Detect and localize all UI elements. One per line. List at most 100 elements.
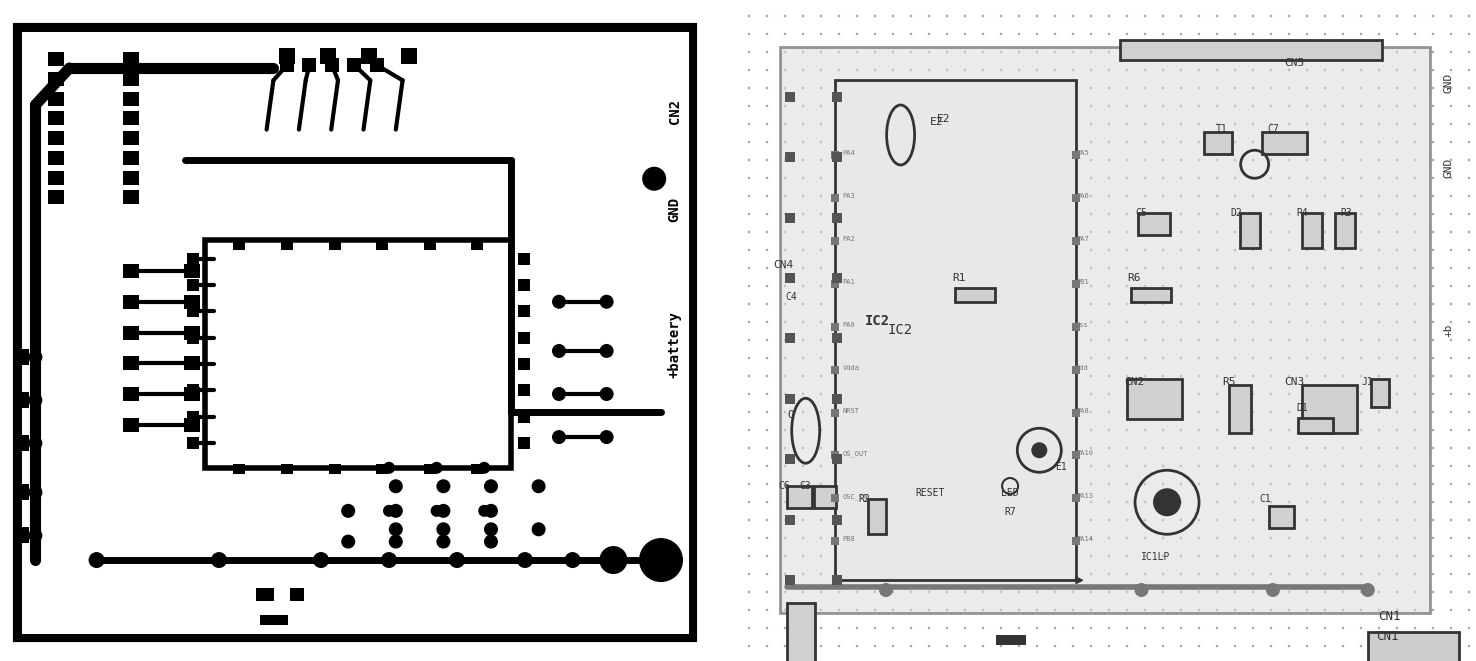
- Circle shape: [1467, 159, 1470, 161]
- Circle shape: [1377, 555, 1380, 557]
- Circle shape: [946, 303, 948, 305]
- Text: GND: GND: [1444, 73, 1452, 93]
- Circle shape: [1377, 519, 1380, 522]
- Bar: [280, 464, 294, 474]
- Circle shape: [1414, 303, 1417, 305]
- Circle shape: [766, 213, 769, 215]
- Circle shape: [1162, 447, 1165, 449]
- Circle shape: [784, 375, 787, 377]
- Circle shape: [1449, 104, 1452, 107]
- Circle shape: [1017, 176, 1020, 179]
- Circle shape: [999, 609, 1002, 611]
- Circle shape: [748, 429, 750, 431]
- Circle shape: [856, 285, 859, 288]
- Circle shape: [838, 249, 840, 251]
- Circle shape: [1396, 609, 1398, 611]
- Circle shape: [1324, 303, 1327, 305]
- Circle shape: [1197, 375, 1200, 377]
- Circle shape: [1414, 447, 1417, 449]
- Circle shape: [964, 429, 967, 431]
- Bar: [1126, 379, 1182, 419]
- Circle shape: [748, 609, 750, 611]
- Circle shape: [1072, 69, 1075, 71]
- Circle shape: [1017, 123, 1020, 126]
- Text: C1: C1: [1259, 494, 1271, 504]
- Bar: [123, 72, 139, 86]
- Circle shape: [838, 609, 840, 611]
- Circle shape: [766, 627, 769, 629]
- Circle shape: [1216, 393, 1218, 395]
- Circle shape: [1054, 555, 1057, 557]
- Circle shape: [1126, 195, 1128, 197]
- Circle shape: [1216, 249, 1218, 251]
- Circle shape: [766, 104, 769, 107]
- Circle shape: [784, 69, 787, 71]
- Circle shape: [517, 552, 533, 568]
- Circle shape: [1414, 249, 1417, 251]
- Circle shape: [1234, 410, 1237, 413]
- Circle shape: [1269, 32, 1272, 35]
- Circle shape: [1234, 104, 1237, 107]
- Circle shape: [1324, 87, 1327, 89]
- Bar: [279, 48, 295, 63]
- Circle shape: [1449, 537, 1452, 539]
- Circle shape: [1072, 644, 1075, 647]
- Bar: [831, 451, 838, 459]
- Circle shape: [819, 123, 822, 126]
- Bar: [47, 112, 63, 126]
- Text: GND: GND: [1444, 157, 1452, 178]
- Circle shape: [1449, 15, 1452, 17]
- Circle shape: [1269, 266, 1272, 269]
- Circle shape: [1126, 104, 1128, 107]
- Circle shape: [1197, 32, 1200, 35]
- Circle shape: [1396, 465, 1398, 467]
- Circle shape: [909, 410, 912, 413]
- Circle shape: [1396, 591, 1398, 594]
- Circle shape: [784, 32, 787, 35]
- Circle shape: [928, 123, 930, 126]
- Circle shape: [1396, 15, 1398, 17]
- Circle shape: [1072, 104, 1075, 107]
- Circle shape: [1054, 609, 1057, 611]
- Circle shape: [1377, 213, 1380, 215]
- Circle shape: [1359, 195, 1362, 197]
- Circle shape: [1252, 572, 1255, 575]
- Circle shape: [1054, 32, 1057, 35]
- Circle shape: [1287, 285, 1290, 288]
- Circle shape: [1306, 15, 1308, 17]
- Circle shape: [801, 465, 804, 467]
- Circle shape: [1449, 69, 1452, 71]
- Circle shape: [946, 87, 948, 89]
- Circle shape: [838, 51, 840, 54]
- Circle shape: [892, 609, 894, 611]
- Circle shape: [880, 583, 893, 597]
- Circle shape: [856, 231, 859, 233]
- Circle shape: [1126, 375, 1128, 377]
- Circle shape: [1359, 123, 1362, 126]
- Circle shape: [1144, 231, 1147, 233]
- Text: PA7: PA7: [1076, 236, 1089, 242]
- Circle shape: [801, 500, 804, 503]
- Bar: [785, 515, 794, 525]
- Circle shape: [1377, 410, 1380, 413]
- Circle shape: [1342, 500, 1345, 503]
- Circle shape: [599, 430, 614, 444]
- Circle shape: [1162, 572, 1165, 575]
- Circle shape: [1126, 266, 1128, 269]
- Circle shape: [999, 285, 1002, 288]
- Circle shape: [1197, 465, 1200, 467]
- Circle shape: [1377, 141, 1380, 143]
- Circle shape: [784, 87, 787, 89]
- Circle shape: [1036, 393, 1038, 395]
- Circle shape: [1144, 393, 1147, 395]
- Circle shape: [1269, 87, 1272, 89]
- Circle shape: [1216, 572, 1218, 575]
- Circle shape: [1162, 266, 1165, 269]
- Circle shape: [1324, 555, 1327, 557]
- Circle shape: [946, 51, 948, 54]
- Bar: [1368, 633, 1460, 661]
- Circle shape: [1234, 338, 1237, 341]
- Circle shape: [1197, 429, 1200, 431]
- Circle shape: [1162, 159, 1165, 161]
- Circle shape: [1269, 393, 1272, 395]
